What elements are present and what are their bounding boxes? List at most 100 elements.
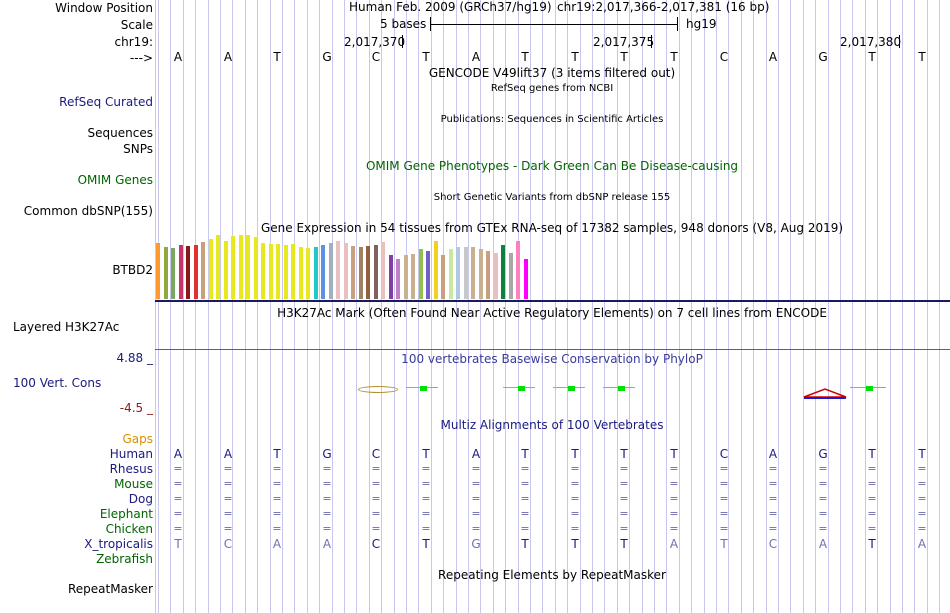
gtex-bar[interactable] [351,246,355,299]
gtex-bar[interactable] [441,255,445,299]
repeatmasker-track-title[interactable]: Repeating Elements by RepeatMasker [438,568,666,582]
sequences-label[interactable]: Sequences [87,126,153,140]
gtex-bar[interactable] [344,243,348,299]
species-label[interactable]: Elephant [99,507,153,521]
gtex-bar[interactable] [224,241,228,299]
gtex-bar[interactable] [231,236,235,299]
gtex-bar[interactable] [179,245,183,299]
gtex-bar[interactable] [516,241,520,299]
gtex-bar[interactable] [336,241,340,299]
gtex-bar[interactable] [359,247,363,299]
publications-track-title[interactable]: Publications: Sequences in Scientific Ar… [440,114,664,125]
gtex-bar[interactable] [464,247,468,299]
grid-line [542,0,543,613]
alignment-match: = [471,507,481,520]
gtex-bar[interactable] [366,246,370,299]
gtex-bar[interactable] [389,255,393,299]
gtex-bar[interactable] [156,243,160,299]
gtex-bar[interactable] [164,247,168,299]
position-text[interactable]: chr19:2,017,366-2,017,381 (16 bp) [557,0,770,14]
omim-label[interactable]: OMIM Genes [77,173,153,187]
gtex-bar[interactable] [209,239,213,299]
refseq-track-title[interactable]: RefSeq genes from NCBI [490,83,614,94]
gencode-track-title[interactable]: GENCODE V49lift37 (3 items filtered out) [428,66,676,80]
gtex-bar[interactable] [291,244,295,299]
alignment-match: = [570,462,580,475]
gtex-bar[interactable] [471,247,475,299]
gtex-bar[interactable] [216,235,220,299]
alignment-match: = [917,492,927,505]
gtex-bar[interactable] [509,253,513,299]
grid-line [356,0,357,613]
gtex-bar[interactable] [276,244,280,299]
gtex-bar[interactable] [486,251,490,299]
species-label[interactable]: Zebrafish [96,552,153,566]
grid-line [406,0,407,613]
phylop-mark [618,386,625,391]
alignment-match: = [520,522,530,535]
species-label[interactable]: Dog [128,492,153,506]
gtex-bar[interactable] [524,259,528,299]
gaps-label[interactable]: Gaps [122,432,153,446]
h3k27ac-track-title[interactable]: H3K27Ac Mark (Often Found Near Active Re… [277,306,827,320]
gtex-bar[interactable] [171,248,175,299]
dbsnp-label[interactable]: Common dbSNP(155) [23,204,153,218]
gtex-bar[interactable] [261,243,265,299]
repeatmasker-label[interactable]: RepeatMasker [67,582,153,596]
phylop-label[interactable]: 100 Vert. Cons [13,376,102,390]
gtex-bar[interactable] [239,235,243,299]
gtex-bar[interactable] [411,254,415,299]
gtex-bar[interactable] [494,253,498,299]
gtex-bar[interactable] [479,249,483,299]
phylop-track-title[interactable]: 100 vertebrates Basewise Conservation by… [401,352,703,366]
gtex-bar[interactable] [404,255,408,299]
species-label[interactable]: Human [109,447,153,461]
gtex-bar[interactable] [246,235,250,299]
dbsnp-track-title[interactable]: Short Genetic Variants from dbSNP releas… [433,192,671,203]
gtex-bar[interactable] [374,245,378,299]
gtex-bar[interactable] [426,251,430,299]
gtex-bar[interactable] [194,245,198,299]
h3k27ac-label[interactable]: Layered H3K27Ac [13,320,120,334]
gtex-gene-label[interactable]: BTBD2 [112,263,153,277]
alignment-match: = [867,507,877,520]
alignment-match: = [917,462,927,475]
alignment-match: = [272,507,282,520]
gtex-bar[interactable] [284,245,288,299]
gtex-track-title[interactable]: Gene Expression in 54 tissues from GTEx … [260,221,844,235]
species-label[interactable]: Rhesus [109,462,153,476]
gtex-bar[interactable] [254,237,258,299]
species-label[interactable]: X_tropicalis [84,537,153,551]
grid-line [890,0,891,613]
refseq-label[interactable]: RefSeq Curated [59,95,153,109]
gtex-bar[interactable] [434,241,438,299]
grid-line [716,0,717,613]
snps-label[interactable]: SNPs [123,142,153,156]
assembly-text[interactable]: Human Feb. 2009 (GRCh37/hg19) [349,0,552,14]
gtex-bar[interactable] [419,249,423,299]
multiz-track-title[interactable]: Multiz Alignments of 100 Vertebrates [440,418,664,432]
alignment-base: T [620,447,628,461]
gtex-bar[interactable] [306,248,310,299]
gtex-bar[interactable] [299,247,303,299]
alignment-match: = [421,507,431,520]
gtex-bar[interactable] [396,259,400,299]
gtex-bar[interactable] [201,242,205,299]
gtex-bar[interactable] [186,246,190,299]
species-label[interactable]: Mouse [114,477,153,491]
species-label[interactable]: Chicken [105,522,153,536]
gtex-bar[interactable] [381,242,385,299]
gtex-bar[interactable] [321,245,325,299]
gtex-bar[interactable] [329,243,333,299]
alignment-base: A [669,537,679,551]
alignment-match: = [619,492,629,505]
omim-track-title[interactable]: OMIM Gene Phenotypes - Dark Green Can Be… [365,159,739,173]
alignment-match: = [173,522,183,535]
alignment-base: C [223,537,233,551]
gtex-bar[interactable] [269,244,273,299]
gtex-bar[interactable] [501,245,505,299]
gtex-bar[interactable] [456,247,460,299]
gtex-bar[interactable] [449,249,453,299]
gtex-bar[interactable] [314,247,318,299]
